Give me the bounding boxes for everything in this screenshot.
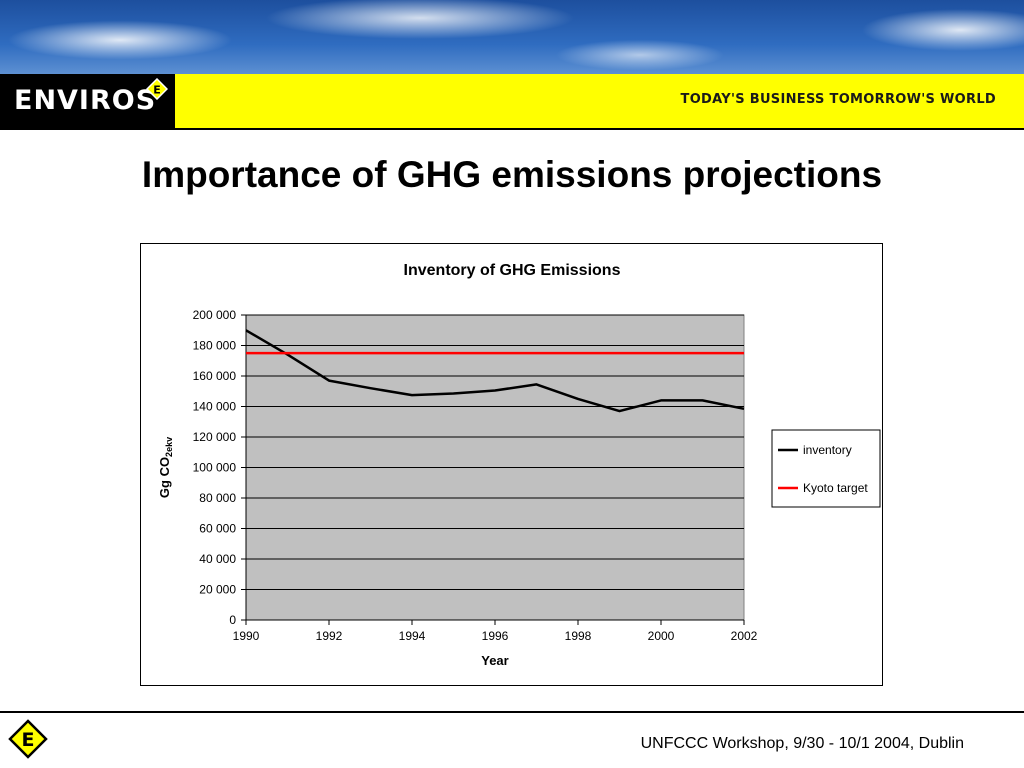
- y-tick-label: 180 000: [193, 339, 237, 353]
- footer-logo-icon: E: [8, 719, 48, 759]
- y-tick-label: 40 000: [199, 552, 236, 566]
- legend-box: [771, 429, 881, 508]
- x-axis-label: Year: [481, 653, 508, 668]
- y-axis-label-subscript: 2ekv: [164, 437, 174, 457]
- chart-title: Inventory of GHG Emissions: [404, 262, 621, 279]
- y-tick-label: 160 000: [193, 369, 237, 383]
- sky-banner: [0, 0, 1024, 74]
- legend-label-kyoto-target: Kyoto target: [803, 481, 868, 495]
- brand-bar: ENVIROS E TODAY'S BUSINESS TOMORROW'S WO…: [0, 74, 1024, 130]
- x-tick-label: 2002: [731, 629, 758, 643]
- x-tick-label: 1992: [316, 629, 343, 643]
- y-tick-label: 100 000: [193, 461, 237, 475]
- ghg-line-chart: Inventory of GHG Emissions 0 20 000 40 000 6…: [157, 262, 881, 668]
- tagline: TODAY'S BUSINESS TOMORROW'S WORLD: [680, 92, 996, 107]
- y-tick-label: 60 000: [199, 522, 236, 536]
- x-tick-label: 1990: [233, 629, 260, 643]
- series-line-inventory: [245, 329, 745, 413]
- legend-label-inventory: inventory: [803, 443, 852, 457]
- y-tick-label: 120 000: [193, 430, 237, 444]
- y-axis-label: Gg CO2ekv: [157, 437, 174, 498]
- enviros-logo: ENVIROS E: [0, 74, 175, 128]
- footer-divider: [0, 711, 1024, 713]
- logo-badge-letter: E: [153, 84, 161, 97]
- y-tick-label: 80 000: [199, 491, 236, 505]
- x-tick-label: 2000: [648, 629, 675, 643]
- y-tick-label: 140 000: [193, 400, 237, 414]
- footer-logo-letter: E: [22, 729, 35, 751]
- slide-title: Importance of GHG emissions projections: [141, 154, 883, 195]
- y-tick-label: 200 000: [193, 308, 237, 322]
- logo-badge-icon: E: [146, 78, 168, 100]
- x-tick-label: 1994: [399, 629, 426, 643]
- y-tick-label: 20 000: [199, 583, 236, 597]
- chart-container: Inventory of GHG Emissions 0 20 000 40 000 6…: [140, 243, 883, 686]
- y-tick-label: 0: [229, 613, 236, 627]
- logo-text: ENVIROS: [14, 85, 157, 116]
- footer-caption: UNFCCC Workshop, 9/30 - 10/1 2004, Dubli…: [640, 735, 964, 752]
- x-tick-label: 1998: [565, 629, 592, 643]
- x-tick-label: 1996: [482, 629, 509, 643]
